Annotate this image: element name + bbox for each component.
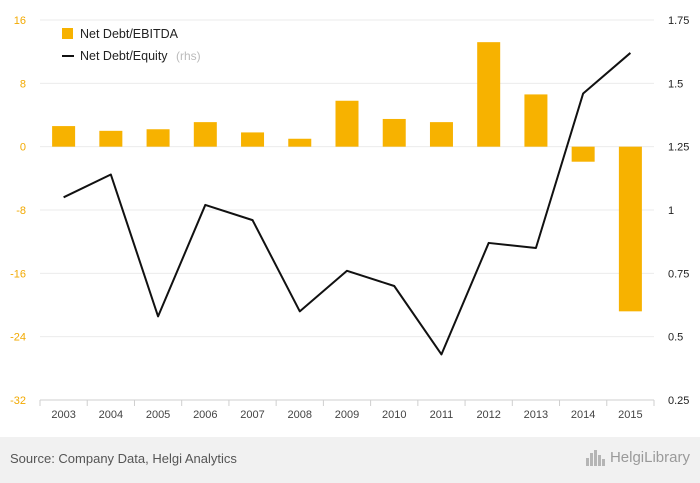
x-tick-label: 2003 [51,409,75,421]
bar-2008 [288,138,312,147]
grid [40,19,654,401]
y-right-tick-label: 1 [668,205,674,217]
brand-logo: HelgiLibrary [585,449,690,466]
source-note: Source: Company Data, Helgi Analytics [10,451,237,466]
chart: 2003 2004 2005 2006 2007 2008 2009 2010 2011 2012… [10,15,689,421]
bar-2009 [335,100,359,147]
bar-2011 [429,122,453,147]
x-axis: 2003 2004 2005 2006 2007 2008 2009 2010 2011 2012… [39,400,655,421]
y-left-tick-label: 0 [20,142,26,154]
y-left-tick-label: -8 [16,205,26,217]
footer: Source: Company Data, Helgi Analytics He… [0,437,700,483]
x-tick-label: 2014 [571,409,595,421]
y-right-tick-label: 1.25 [668,142,689,154]
y-right-tick-label: 0.25 [668,395,689,407]
bar-2012 [477,42,501,147]
line-series [63,52,632,356]
legend-label-bar: Net Debt/EBITDA [80,27,179,41]
bar-2006 [193,122,217,147]
bar-2013 [524,94,548,147]
legend-label-line-suffix: (rhs) [176,49,201,63]
y-right-tick-label: 1.5 [668,78,683,90]
line-net-debt-equity [63,52,632,356]
legend-swatch-bar [62,28,73,39]
skyline-icon [585,449,606,466]
legend-label-line-name: Net Debt/Equity [80,49,168,63]
legend-label-line: Net Debt/Equity (rhs) [80,47,201,64]
bar-2005 [146,129,170,147]
x-tick-label: 2012 [476,409,500,421]
x-tick-label: 2008 [288,409,312,421]
x-tick-label: 2010 [382,409,406,421]
brand-name: HelgiLibrary [609,449,690,466]
x-tick-label: 2009 [335,409,359,421]
y-right-tick-label: 0.75 [668,268,689,280]
y-axis-left: 16 8 0 -8 -16 -24 -32 [10,15,26,407]
y-left-tick-label: 16 [14,15,26,27]
legend: Net Debt/EBITDA Net Debt/Equity (rhs) [62,27,201,64]
bar-2015 [618,146,642,312]
x-tick-label: 2005 [146,409,170,421]
y-left-tick-label: -16 [10,268,26,280]
bar-2004 [99,130,123,147]
y-right-tick-label: 1.75 [668,15,689,27]
bars [52,42,642,312]
bar-2007 [241,132,265,147]
y-right-tick-label: 0.5 [668,332,683,344]
x-tick-label: 2004 [99,409,123,421]
x-tick-label: 2015 [618,409,642,421]
x-tick-label: 2013 [524,409,548,421]
bar-2010 [382,118,406,147]
y-left-tick-label: 8 [20,78,26,90]
y-axis-right: 1.75 1.5 1.25 1 0.75 0.5 0.25 [668,15,689,407]
y-left-tick-label: -24 [10,332,26,344]
bar-2014 [571,146,595,162]
bar-2003 [52,126,76,147]
y-left-tick-label: -32 [10,395,26,407]
x-tick-label: 2011 [430,409,454,421]
x-tick-label: 2007 [240,409,264,421]
x-tick-label: 2006 [193,409,217,421]
